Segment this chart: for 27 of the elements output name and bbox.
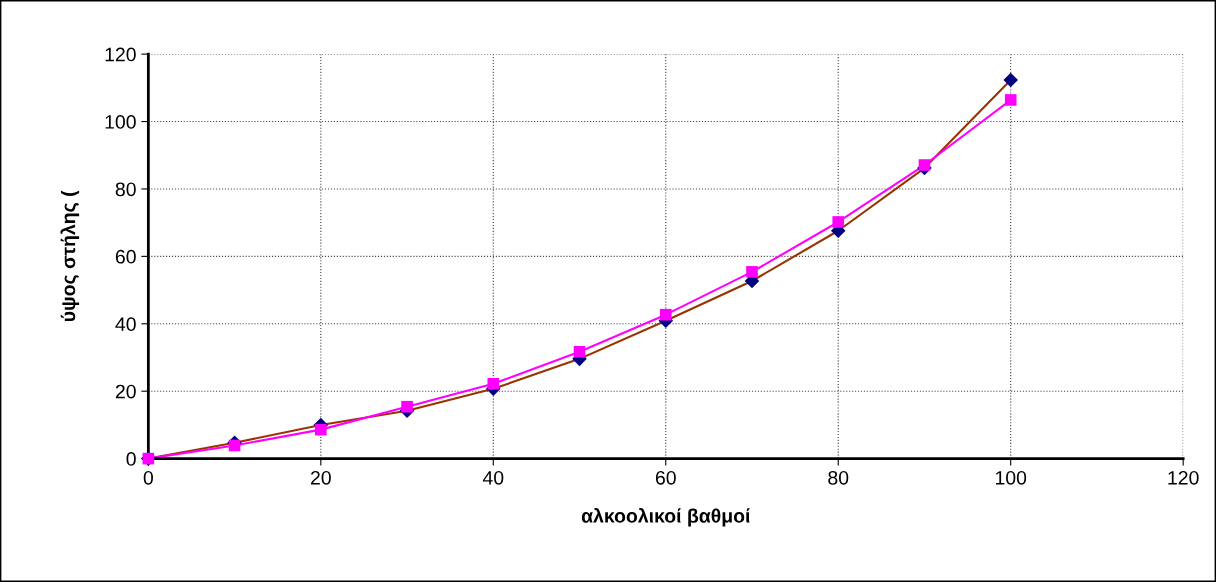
y-tick-label: 40: [115, 317, 136, 332]
x-axis-title: αλκοολικοί βαθμοί: [581, 507, 750, 527]
y-tick-label: 60: [115, 249, 136, 264]
point: [746, 266, 758, 278]
x-tick-label: 120: [1168, 470, 1199, 485]
point: [228, 439, 241, 452]
point: [659, 308, 672, 321]
x-tick-label: 60: [655, 470, 676, 485]
y-tick-label: 0: [126, 452, 136, 466]
point: [315, 423, 327, 436]
x-tick-label: 100: [995, 470, 1027, 485]
x-tick-label: 20: [310, 470, 331, 485]
point: [832, 216, 845, 228]
x-tick-label: 80: [828, 470, 849, 485]
y-tick-label: 100: [105, 115, 136, 129]
point: [1003, 72, 1018, 88]
x-tick-label: 0: [143, 470, 153, 485]
y-axis-title: ύψος στήλης (: [60, 190, 80, 322]
y-tick-label: 80: [115, 182, 136, 197]
point: [487, 377, 500, 390]
point: [918, 159, 931, 171]
point: [1004, 94, 1017, 106]
point: [573, 345, 586, 358]
y-tick-label: 120: [105, 47, 136, 62]
y-tick-label: 20: [115, 384, 136, 399]
point: [401, 400, 413, 413]
x-tick-label: 40: [482, 470, 504, 485]
